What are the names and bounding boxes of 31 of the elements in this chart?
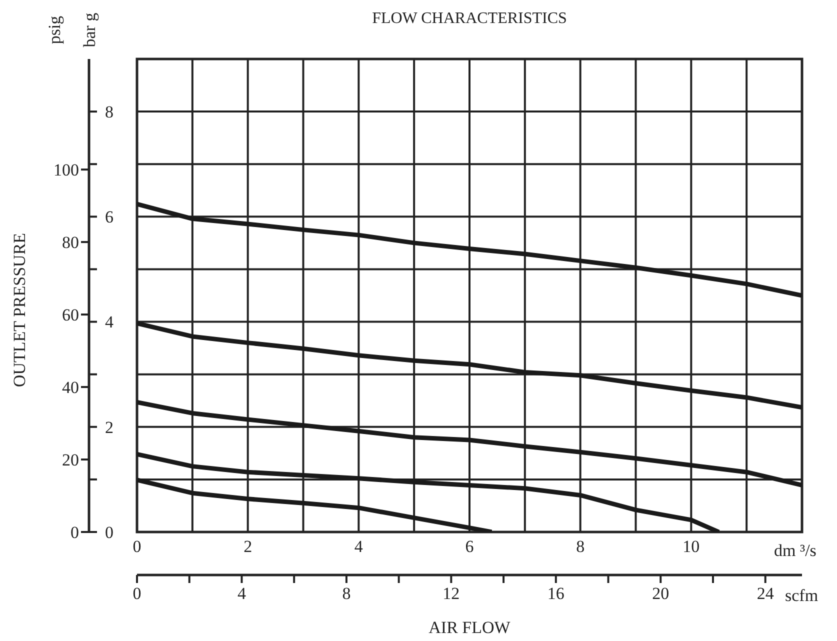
x2-tick-label: 24 bbox=[756, 584, 774, 603]
x-tick-label: 4 bbox=[354, 537, 364, 556]
x-tick-label: 8 bbox=[576, 537, 585, 556]
y-tick-label: 4 bbox=[105, 312, 114, 332]
x2-tick-label: 4 bbox=[237, 584, 246, 603]
text: psig bbox=[45, 16, 65, 44]
x-tick-label: 6 bbox=[465, 537, 474, 556]
y2-axis-title: OUTLET PRESSURE bbox=[10, 232, 30, 388]
x2-tick-label: 12 bbox=[442, 584, 460, 603]
y2-tick-label: 0 bbox=[70, 523, 79, 542]
y-tick-label: 6 bbox=[105, 208, 114, 227]
x2-tick-label: 8 bbox=[342, 584, 351, 603]
chart-title: FLOW CHARACTERISTICS bbox=[371, 10, 568, 28]
x-tick-label: 10 bbox=[682, 537, 700, 556]
y-tick-label: 2 bbox=[105, 418, 114, 437]
y-tick-label: 0 bbox=[105, 522, 114, 542]
text: bar g bbox=[80, 12, 100, 48]
x2-tick-label: 0 bbox=[132, 584, 142, 603]
y2-tick-label: 100 bbox=[54, 160, 79, 180]
x-axis-title: AIR FLOW bbox=[428, 618, 512, 638]
x2-tick-label: 16 bbox=[547, 584, 564, 603]
y2-tick-label: 60 bbox=[62, 306, 79, 325]
x2-tick-label: 20 bbox=[652, 584, 670, 603]
y2-tick-label: 80 bbox=[62, 233, 79, 252]
text: scfm bbox=[785, 586, 818, 606]
x-tick-label: 0 bbox=[132, 537, 142, 556]
y-tick-label: 8 bbox=[105, 102, 114, 122]
text: dm ³/s bbox=[774, 541, 816, 561]
y2-tick-label: 20 bbox=[62, 450, 79, 470]
y2-tick-label: 40 bbox=[62, 378, 79, 398]
x-tick-label: 2 bbox=[244, 537, 252, 556]
